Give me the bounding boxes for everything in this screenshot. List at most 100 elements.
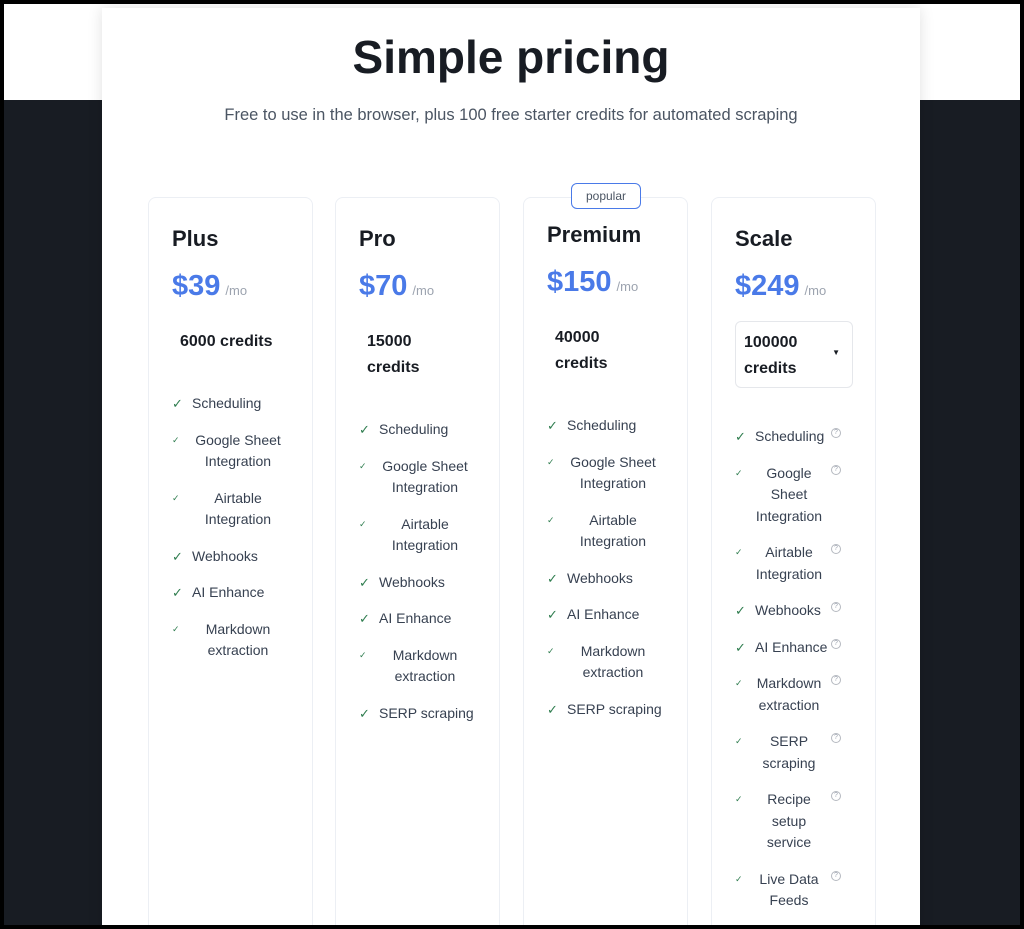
check-icon: ✓ — [547, 514, 555, 525]
feature-label: SERP scraping — [567, 700, 662, 717]
feature-label: Airtable Integration — [579, 511, 647, 550]
feature-item: ✓ Markdown extraction — [359, 645, 499, 688]
feature-item: ✓ Airtable Integration — [359, 514, 499, 557]
feature-item: ✓ Scheduling — [547, 415, 687, 437]
check-icon: ✓ — [735, 547, 743, 557]
check-icon: ✓ — [359, 422, 370, 437]
feature-item: ✓ AI Enhance — [547, 604, 687, 626]
question-circle-icon[interactable]: ? — [831, 870, 841, 881]
check-icon: ✓ — [172, 548, 183, 564]
feature-item: ✓ Markdown extraction — [547, 641, 687, 684]
question-circle-icon[interactable]: ? — [831, 638, 841, 649]
feature-label: Google Sheet Integration — [570, 453, 656, 492]
feature-label: AI Enhance — [755, 638, 828, 655]
feature-label: Webhooks — [379, 573, 445, 590]
check-icon: ✓ — [735, 603, 746, 618]
feature-item: ✓ Airtable Integration — [172, 488, 312, 531]
feature-item: ✓ AI Enhance — [359, 608, 499, 630]
feature-item: ✓ SERP scraping — [547, 699, 687, 721]
question-circle-icon[interactable]: ? — [831, 675, 841, 685]
question-circle-icon[interactable]: ? — [831, 464, 841, 475]
feature-item: ✓ AI Enhance — [172, 582, 312, 604]
feature-item: ✓ Webhooks? — [735, 600, 875, 622]
feature-label: Live Data Feeds — [759, 870, 819, 909]
feature-item: ✓ Scheduling — [359, 419, 499, 441]
feature-item: ✓ Recipe setup service? — [735, 789, 875, 854]
feature-label: Scheduling — [755, 428, 825, 444]
price-period: /mo — [616, 279, 639, 294]
feature-list: ✓ Scheduling ✓ Google Sheet Integration ✓ Air… — [547, 415, 687, 720]
check-icon: ✓ — [547, 607, 558, 622]
feature-label: SERP scraping — [762, 733, 816, 771]
feature-label: Scheduling — [379, 421, 449, 437]
feature-label: Webhooks — [755, 602, 821, 618]
feature-item: ✓ Webhooks — [547, 568, 687, 590]
feature-item: ✓ Airtable Integration? — [735, 542, 875, 585]
feature-label: Webhooks — [192, 547, 258, 564]
page-title: Simple pricing — [352, 31, 670, 83]
check-icon: ✓ — [735, 873, 743, 884]
plan-credits: 40000 credits — [555, 329, 608, 372]
check-icon: ✓ — [359, 574, 370, 590]
plan-card-premium[interactable]: popular Premium $150/mo 40000 credits ✓ Sched… — [523, 183, 688, 925]
plan-price: $39/mo — [172, 270, 312, 303]
plan-card-pro[interactable]: Pro $70/mo 15000 credits ✓ Scheduling ✓ Google… — [335, 197, 500, 925]
question-circle-icon[interactable]: ? — [831, 544, 841, 554]
plan-price: $249/mo — [735, 270, 875, 303]
question-circle-icon[interactable]: ? — [831, 791, 841, 801]
price-amount: $150 — [547, 266, 612, 298]
feature-label: AI Enhance — [379, 610, 452, 626]
feature-list: ✓ Scheduling ✓ Google Sheet Integration ✓ Air… — [172, 393, 312, 662]
caret-down-icon: ▼ — [832, 348, 840, 357]
feature-label: Recipe setup service — [766, 791, 812, 850]
check-icon: ✓ — [735, 429, 746, 444]
price-period: /mo — [225, 283, 248, 298]
check-icon: ✓ — [359, 705, 370, 721]
feature-item: ✓ Scheduling — [172, 393, 312, 415]
feature-label: Markdown extraction — [756, 675, 822, 713]
window: Simple pricing Free to use in the browse… — [4, 4, 1020, 925]
feature-label: Google Sheet Integration — [195, 431, 281, 470]
feature-label: Markdown extraction — [580, 642, 646, 681]
plan-credits: 15000 credits — [367, 333, 420, 376]
feature-label: SERP scraping — [379, 704, 474, 721]
feature-list: ✓ Scheduling ✓ Google Sheet Integration ✓ Air… — [359, 419, 499, 724]
feature-item: ✓ SERP scraping? — [735, 731, 875, 774]
feature-item: ✓ Google Sheet Integration — [547, 452, 687, 495]
feature-item: ✓ AI Enhance? — [735, 637, 875, 659]
check-icon: ✓ — [359, 460, 367, 471]
plan-card-plus[interactable]: Plus $39/mo 6000 credits ✓ Scheduling ✓ Google… — [148, 197, 313, 925]
question-circle-icon[interactable]: ? — [831, 428, 841, 438]
credits-select[interactable]: 100000 credits ▼ — [735, 321, 853, 388]
feature-label: Google Sheet Integration — [382, 457, 468, 496]
check-icon: ✓ — [547, 570, 558, 586]
check-icon: ✓ — [172, 396, 183, 411]
check-icon: ✓ — [735, 639, 746, 655]
question-circle-icon[interactable]: ? — [831, 602, 841, 612]
check-icon: ✓ — [359, 518, 367, 529]
feature-item: ✓ SERP scraping — [359, 703, 499, 725]
pricing-panel: Simple pricing Free to use in the browse… — [102, 8, 920, 925]
feature-label: AI Enhance — [192, 584, 265, 600]
check-icon: ✓ — [359, 649, 367, 660]
plan-card-scale[interactable]: Scale $249/mo 100000 credits ▼ ✓ Scheduling? ✓… — [711, 197, 876, 925]
check-icon: ✓ — [359, 611, 370, 626]
feature-label: AI Enhance — [567, 606, 640, 622]
feature-item: ✓ Markdown extraction? — [735, 673, 875, 716]
plan-name: Plus — [172, 226, 219, 251]
check-icon: ✓ — [172, 623, 180, 634]
check-icon: ✓ — [172, 492, 180, 503]
feature-label: Markdown extraction — [392, 646, 458, 685]
check-icon: ✓ — [547, 645, 555, 656]
plan-price: $150/mo — [547, 266, 687, 299]
feature-item: ✓ Airtable Integration — [547, 510, 687, 553]
question-circle-icon[interactable]: ? — [831, 733, 841, 743]
price-amount: $249 — [735, 270, 800, 302]
feature-item: ✓ Webhooks — [172, 546, 312, 568]
check-icon: ✓ — [172, 585, 183, 600]
feature-item: ✓ Markdown extraction — [172, 619, 312, 662]
check-icon: ✓ — [735, 794, 743, 804]
check-icon: ✓ — [735, 467, 743, 478]
feature-label: Airtable Integration — [204, 489, 272, 528]
price-amount: $39 — [172, 270, 221, 302]
